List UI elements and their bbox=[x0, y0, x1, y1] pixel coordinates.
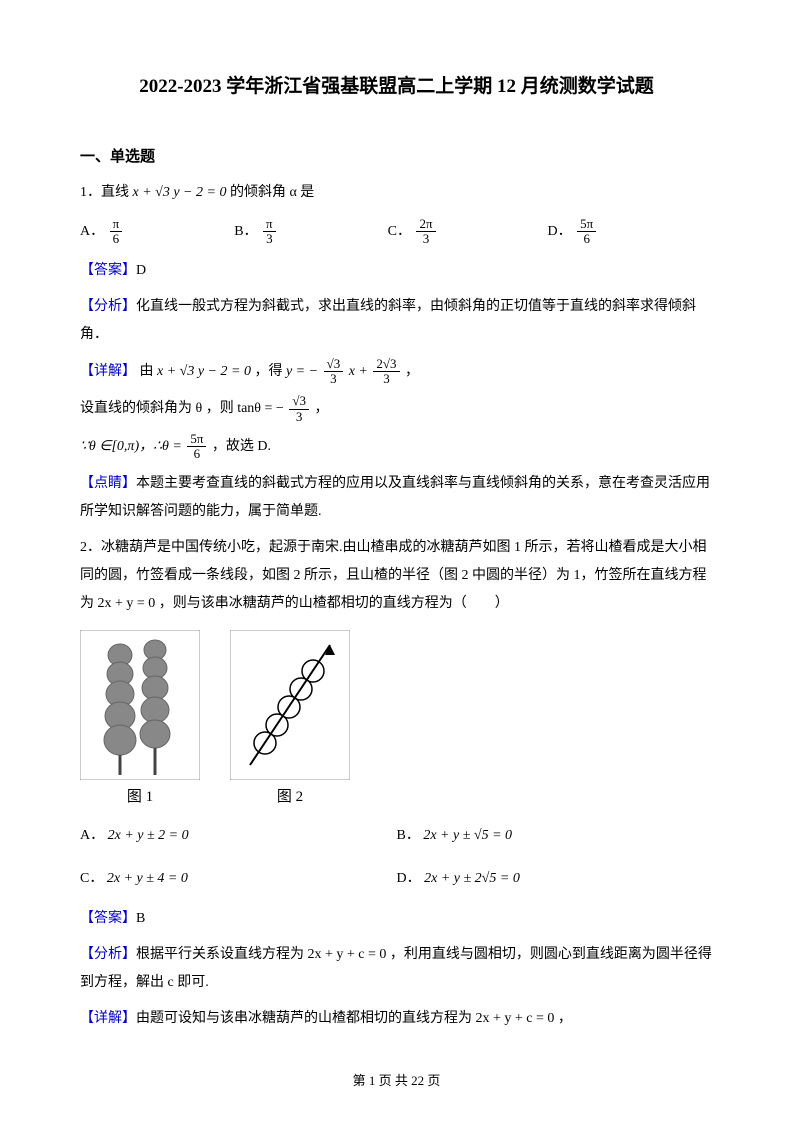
q1-analysis-line: 【分析】化直线一般式方程为斜截式，求出直线的斜率，由倾斜角的正切值等于直线的斜率… bbox=[80, 293, 713, 349]
q1-detail-2a: 设直线的倾斜角为 θ ，则 tanθ = − bbox=[80, 401, 284, 416]
q2-fig2-box: 图 2 bbox=[230, 630, 350, 811]
q2-optB-label: B． bbox=[397, 828, 420, 843]
q1-d-eq2-f2d: 3 bbox=[373, 372, 399, 386]
q2-analysis-line: 【分析】根据平行关系设直线方程为 2x + y + c = 0 ，利用直线与圆相… bbox=[80, 941, 713, 997]
q1-detail-line2: 设直线的倾斜角为 θ ，则 tanθ = − √33 ， bbox=[80, 394, 713, 424]
fig2-caption: 图 2 bbox=[230, 784, 350, 811]
q2-option-a: A． 2x + y ± 2 = 0 bbox=[80, 823, 397, 848]
q1-stem-prefix: 1．直线 bbox=[80, 185, 129, 200]
detail-label: 【详解】 bbox=[80, 364, 136, 379]
page-footer: 第 1 页 共 22 页 bbox=[0, 1069, 793, 1092]
q1-optA-num: π bbox=[110, 217, 123, 232]
q1-option-c: C． 2π3 bbox=[388, 217, 438, 247]
fig1-icon bbox=[80, 630, 200, 780]
q1-optB-label: B． bbox=[234, 224, 257, 239]
q1-d-eq2-f2n: 2√3 bbox=[373, 357, 399, 372]
q1-detail-eq2-lhs: y = − bbox=[286, 364, 318, 379]
q1-analysis: 化直线一般式方程为斜截式，求出直线的斜率，由倾斜角的正切值等于直线的斜率求得倾斜… bbox=[80, 299, 696, 342]
q2-detail-line: 【详解】由题可设知与该串冰糖葫芦的山楂都相切的直线方程为 2x + y + c … bbox=[80, 1005, 713, 1033]
q1-d2-fd: 3 bbox=[289, 410, 309, 424]
q2-option-d: D． 2x + y ± 2√5 = 0 bbox=[397, 866, 714, 891]
q2-options: A． 2x + y ± 2 = 0 B． 2x + y ± √5 = 0 C． … bbox=[80, 823, 713, 891]
q2-optA-text: 2x + y ± 2 = 0 bbox=[108, 828, 189, 843]
fig1-caption: 图 1 bbox=[80, 784, 200, 811]
q2-optA-label: A． bbox=[80, 828, 104, 843]
q2-option-b: B． 2x + y ± √5 = 0 bbox=[397, 823, 714, 848]
q2-figures: 图 1 图 2 bbox=[80, 630, 713, 811]
q1-optD-den: 6 bbox=[577, 232, 596, 246]
q1-point-line: 【点睛】本题主要考查直线的斜截式方程的应用以及直线斜率与直线倾斜角的关系，意在考… bbox=[80, 470, 713, 526]
q1-optC-den: 3 bbox=[416, 232, 435, 246]
q2-optD-text: 2x + y ± 2√5 = 0 bbox=[424, 871, 520, 886]
q1-detail-1b: ，得 bbox=[254, 364, 282, 379]
q1-detail-1c: ， bbox=[405, 364, 419, 379]
q1-optC-num: 2π bbox=[416, 217, 435, 232]
q2-option-c: C． 2x + y ± 4 = 0 bbox=[80, 866, 397, 891]
q2-answer: B bbox=[136, 911, 145, 926]
q1-answer-line: 【答案】D bbox=[80, 257, 713, 285]
q1-options: A． π6 B． π3 C． 2π3 D． 5π6 bbox=[80, 217, 713, 247]
answer-label: 【答案】 bbox=[80, 263, 136, 278]
q1-detail-1a: 由 bbox=[140, 364, 154, 379]
q1-d3-fd: 6 bbox=[187, 447, 206, 461]
q2-fig1-box: 图 1 bbox=[80, 630, 200, 811]
q2-detail: 由题可设知与该串冰糖葫芦的山楂都相切的直线方程为 2x + y + c = 0 … bbox=[136, 1011, 572, 1026]
q2-optB-text: 2x + y ± √5 = 0 bbox=[423, 828, 512, 843]
detail-label-2: 【详解】 bbox=[80, 1011, 136, 1026]
q1-optD-label: D． bbox=[548, 224, 572, 239]
page-title: 2022-2023 学年浙江省强基联盟高二上学期 12 月统测数学试题 bbox=[80, 70, 713, 104]
q1-optD-num: 5π bbox=[577, 217, 596, 232]
q1-detail-line3: ∵θ ∈[0,π)，∴θ = 5π6 ，故选 D. bbox=[80, 432, 713, 462]
q2-stem: 2．冰糖葫芦是中国传统小吃，起源于南宋.由山楂串成的冰糖葫芦如图 1 所示，若将… bbox=[80, 534, 713, 618]
answer-label-2: 【答案】 bbox=[80, 911, 136, 926]
q1-d2-fn: √3 bbox=[289, 394, 309, 409]
q1-point: 本题主要考查直线的斜截式方程的应用以及直线斜率与直线倾斜角的关系，意在考查灵活应… bbox=[80, 476, 710, 519]
q1-option-a: A． π6 bbox=[80, 217, 124, 247]
analysis-label: 【分析】 bbox=[80, 299, 136, 314]
q1-optA-label: A． bbox=[80, 224, 104, 239]
q1-detail-3b: ，故选 D. bbox=[212, 439, 271, 454]
q1-d3-fn: 5π bbox=[187, 432, 206, 447]
q1-option-b: B． π3 bbox=[234, 217, 277, 247]
q1-d-eq2-mid: x + bbox=[349, 364, 372, 379]
q1-stem-eq: x + √3 y − 2 = 0 bbox=[133, 185, 227, 200]
q1-detail-line1: 【详解】 由 x + √3 y − 2 = 0 ，得 y = − √33 x +… bbox=[80, 357, 713, 387]
section-header: 一、单选题 bbox=[80, 144, 713, 171]
q1-stem-suffix: 的倾斜角 α 是 bbox=[230, 185, 314, 200]
q1-stem: 1．直线 x + √3 y − 2 = 0 的倾斜角 α 是 bbox=[80, 179, 713, 207]
q1-optB-num: π bbox=[263, 217, 276, 232]
q2-optC-text: 2x + y ± 4 = 0 bbox=[107, 871, 188, 886]
q1-detail-3a: ∵θ ∈[0,π)，∴θ = bbox=[80, 439, 185, 454]
q1-d-eq2-f1d: 3 bbox=[324, 372, 344, 386]
q1-d-eq2-f1n: √3 bbox=[324, 357, 344, 372]
q1-optB-den: 3 bbox=[263, 232, 276, 246]
q2-optC-label: C． bbox=[80, 871, 103, 886]
q2-answer-line: 【答案】B bbox=[80, 905, 713, 933]
q1-option-d: D． 5π6 bbox=[548, 217, 599, 247]
q2-optD-label: D． bbox=[397, 871, 421, 886]
q1-answer: D bbox=[136, 263, 146, 278]
fig2-icon bbox=[230, 630, 350, 780]
q1-optA-den: 6 bbox=[110, 232, 123, 246]
q1-optC-label: C． bbox=[388, 224, 411, 239]
q2-analysis: 根据平行关系设直线方程为 2x + y + c = 0 ，利用直线与圆相切，则圆… bbox=[80, 947, 712, 990]
analysis-label-2: 【分析】 bbox=[80, 947, 136, 962]
q1-detail-eq1: x + √3 y − 2 = 0 bbox=[157, 364, 251, 379]
point-label: 【点睛】 bbox=[80, 476, 136, 491]
q1-detail-2b: ， bbox=[314, 401, 328, 416]
